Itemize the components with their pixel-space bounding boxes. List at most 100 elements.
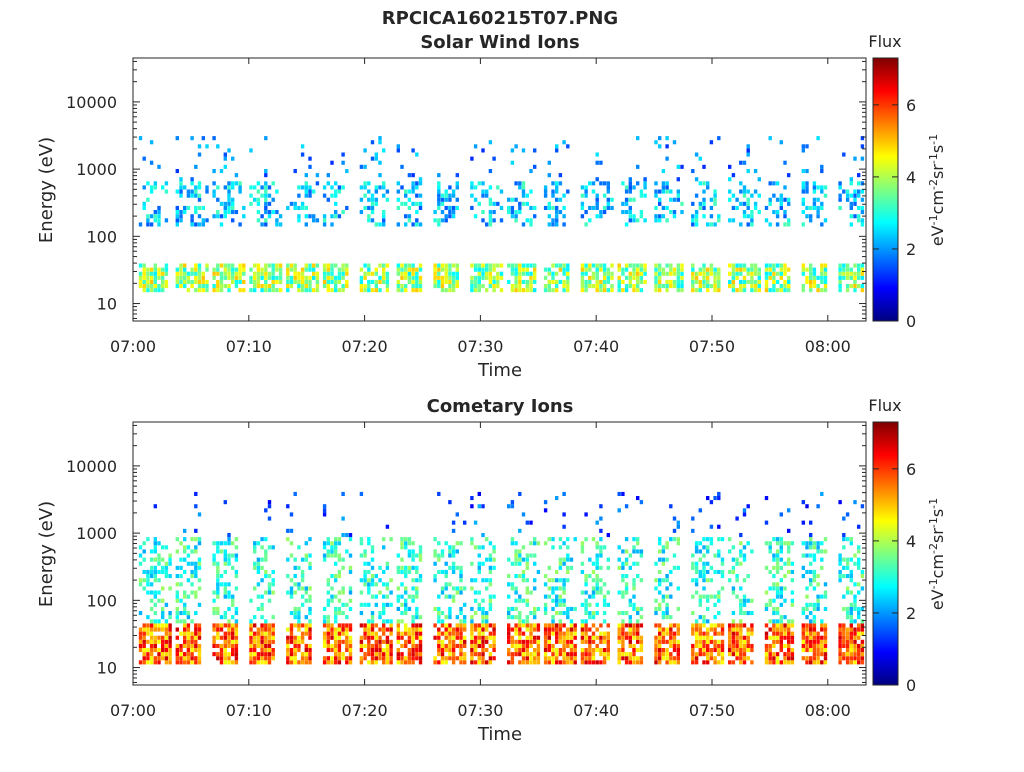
heatmap-cell (264, 635, 268, 640)
heatmap-cell (197, 565, 202, 570)
heatmap-cell (286, 528, 290, 533)
heatmap-cell (691, 214, 695, 219)
heatmap-cell (275, 288, 279, 293)
heatmap-cell (256, 652, 261, 657)
heatmap-cell (142, 656, 146, 661)
heatmap-cell (580, 284, 585, 289)
heatmap-cell (231, 275, 235, 280)
heatmap-cell (562, 140, 566, 145)
heatmap-cell (326, 181, 330, 186)
heatmap-cell (293, 582, 297, 587)
heatmap-cell (735, 594, 739, 599)
heatmap-cell (334, 615, 338, 620)
heatmap-cell (857, 545, 861, 550)
heatmap-cell (367, 643, 371, 648)
heatmap-cell (595, 635, 599, 640)
heatmap-cell (385, 582, 390, 587)
heatmap-cell (164, 656, 169, 661)
heatmap-cell (842, 631, 846, 636)
heatmap-cell (415, 267, 419, 272)
heatmap-cell (790, 541, 795, 546)
heatmap-cell (555, 263, 559, 268)
heatmap-cell (661, 271, 666, 276)
heatmap-cell (680, 279, 684, 284)
heatmap-cell (253, 660, 257, 665)
heatmap-cell (658, 602, 662, 607)
heatmap-cell (624, 185, 629, 190)
heatmap-cell (496, 201, 500, 206)
heatmap-cell (845, 639, 850, 644)
heatmap-cell (444, 267, 448, 272)
heatmap-cell (477, 652, 481, 657)
heatmap-cell (753, 284, 758, 289)
heatmap-cell (205, 267, 209, 272)
heatmap-cell (562, 648, 566, 653)
heatmap-cell (444, 214, 448, 219)
heatmap-cell (448, 615, 452, 620)
heatmap-cell (348, 643, 353, 648)
heatmap-cell (304, 615, 308, 620)
heatmap-cell (562, 639, 566, 644)
heatmap-cell (293, 623, 297, 628)
heatmap-cell (543, 594, 548, 599)
heatmap-cell (838, 627, 842, 632)
heatmap-cell (378, 656, 382, 661)
heatmap-cell (186, 623, 191, 628)
heatmap-cell (168, 652, 172, 657)
heatmap-cell (404, 263, 408, 268)
heatmap-cell (790, 656, 795, 661)
heatmap-cell (654, 189, 658, 194)
heatmap-cell (628, 271, 632, 276)
heatmap-cell (227, 210, 231, 215)
heatmap-cell (264, 279, 268, 284)
heatmap-cell (260, 602, 264, 607)
heatmap-cell (289, 635, 294, 640)
heatmap-cell (312, 189, 316, 194)
heatmap-cell (382, 611, 386, 616)
heatmap-cell (731, 631, 736, 636)
heatmap-cell (492, 648, 496, 653)
heatmap-cell (768, 197, 772, 202)
heatmap-cell (801, 631, 805, 636)
heatmap-cell (253, 271, 257, 276)
heatmap-cell (739, 533, 743, 538)
heatmap-cell (672, 516, 677, 521)
heatmap-cell (610, 275, 614, 280)
heatmap-cell (713, 201, 717, 206)
heatmap-cell (440, 549, 445, 554)
heatmap-cell (742, 288, 747, 293)
heatmap-cell (853, 156, 857, 161)
heatmap-cell (584, 606, 588, 611)
heatmap-cell (764, 218, 769, 223)
heatmap-cell (485, 263, 489, 268)
heatmap-cell (300, 152, 305, 157)
heatmap-cell (753, 189, 758, 194)
heatmap-cell (146, 631, 150, 636)
heatmap-cell (300, 569, 305, 574)
heatmap-cell (271, 197, 275, 202)
heatmap-cell (555, 284, 559, 289)
heatmap-cell (334, 627, 338, 632)
heatmap-cell (543, 275, 548, 280)
heatmap-cell (702, 569, 706, 574)
heatmap-cell (404, 271, 408, 276)
heatmap-cell (801, 553, 805, 558)
heatmap-cell (334, 631, 338, 636)
heatmap-cell (595, 582, 599, 587)
heatmap-cell (267, 201, 272, 206)
heatmap-cell (628, 181, 632, 186)
heatmap-cell (514, 590, 518, 595)
heatmap-cell (404, 541, 408, 546)
heatmap-cell (775, 660, 780, 665)
heatmap-cell (267, 263, 272, 268)
heatmap-cell (227, 561, 231, 566)
heatmap-cell (599, 160, 603, 165)
heatmap-cell (315, 279, 320, 284)
heatmap-cell (488, 279, 493, 284)
heatmap-cell (514, 639, 518, 644)
heatmap-cell (588, 263, 592, 268)
heatmap-cell (529, 169, 533, 174)
heatmap-cell (190, 267, 194, 272)
heatmap-cell (326, 623, 330, 628)
heatmap-cell (197, 263, 202, 268)
